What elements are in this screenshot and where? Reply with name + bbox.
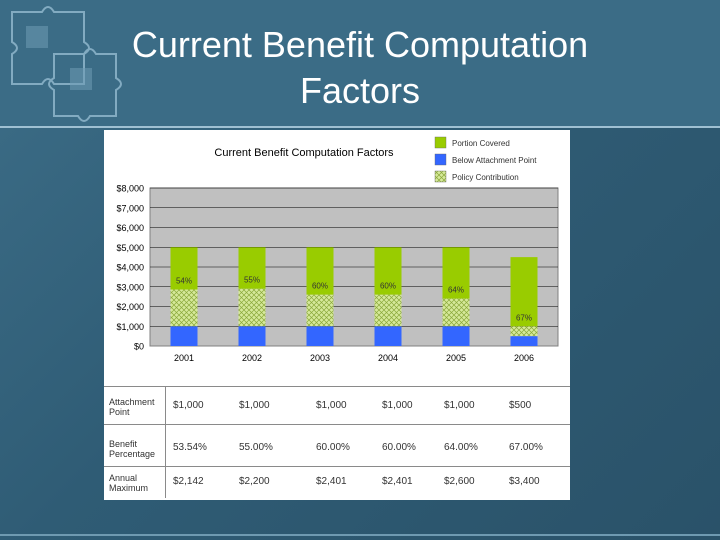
table-row-header: Benefit Percentage bbox=[109, 439, 156, 459]
bar-portion-covered bbox=[442, 247, 470, 299]
bar-portion-covered bbox=[510, 257, 538, 327]
table-cell: $2,200 bbox=[239, 476, 270, 487]
table-cell: 64.00% bbox=[444, 442, 478, 453]
bar-below-attachment-point bbox=[442, 326, 470, 346]
y-tick-label: $3,000 bbox=[116, 282, 144, 292]
y-tick-label: $7,000 bbox=[116, 203, 144, 213]
bar-portion-covered bbox=[238, 247, 266, 289]
table-header-divider bbox=[165, 386, 166, 498]
bar-policy-contribution bbox=[238, 288, 266, 327]
bar-data-label: 60% bbox=[380, 282, 396, 291]
y-tick-label: $2,000 bbox=[116, 302, 144, 312]
bar-below-attachment-point bbox=[238, 326, 266, 346]
table-row: Annual Maximum $2,142 $2,200 $2,401 $2,401 $2… bbox=[104, 466, 570, 499]
bar-policy-contribution bbox=[170, 289, 198, 327]
y-tick-label: $6,000 bbox=[116, 223, 144, 233]
bar-portion-covered bbox=[306, 247, 334, 295]
table-cell: $1,000 bbox=[382, 400, 413, 411]
table-cell: 55.00% bbox=[239, 442, 273, 453]
table-cell: 53.54% bbox=[173, 442, 207, 453]
bottom-divider bbox=[0, 534, 720, 536]
table-row: Attachment Point $1,000 $1,000 $1,000 $1,000… bbox=[104, 386, 570, 425]
x-tick-label: 2006 bbox=[514, 353, 534, 363]
legend-swatch bbox=[434, 153, 447, 166]
table-cell: $3,400 bbox=[509, 476, 540, 487]
slide-title-line-2: Factors bbox=[299, 70, 421, 111]
bar-data-label: 64% bbox=[448, 286, 464, 295]
legend-label: Below Attachment Point bbox=[452, 156, 537, 165]
chart-title: Current Benefit Computation Factors bbox=[214, 147, 394, 159]
bar-policy-contribution bbox=[510, 326, 538, 337]
table-cell: $1,000 bbox=[173, 400, 204, 411]
title-band bbox=[0, 0, 720, 126]
table-cell: $1,000 bbox=[316, 400, 347, 411]
bar-policy-contribution bbox=[374, 294, 402, 327]
legend-swatch bbox=[434, 136, 447, 149]
title-divider bbox=[0, 126, 720, 128]
y-tick-label: $5,000 bbox=[116, 243, 144, 253]
bar-portion-covered bbox=[170, 247, 198, 290]
bar-portion-covered bbox=[374, 247, 402, 295]
x-tick-label: 2003 bbox=[310, 353, 330, 363]
bar-policy-contribution bbox=[442, 298, 470, 327]
bar-below-attachment-point bbox=[510, 336, 538, 346]
bar-below-attachment-point bbox=[374, 326, 402, 346]
table-cell: $500 bbox=[509, 400, 532, 411]
legend-swatch bbox=[434, 170, 447, 183]
y-tick-label: $1,000 bbox=[116, 322, 144, 332]
chart-panel: Current Benefit Computation Factors $0 $1,… bbox=[104, 130, 570, 500]
puzzle-logo-icon bbox=[11, 6, 122, 122]
y-tick-label: $0 bbox=[134, 342, 144, 352]
slide-title-line-1: Current Benefit Computation bbox=[131, 24, 589, 65]
legend-label: Policy Contribution bbox=[452, 173, 519, 182]
legend-label: Portion Covered bbox=[452, 139, 510, 148]
table-cell: 67.00% bbox=[509, 442, 543, 453]
x-tick-label: 2005 bbox=[446, 353, 466, 363]
bar-below-attachment-point bbox=[306, 326, 334, 346]
slide-title: Current Benefit Computation Factors bbox=[90, 22, 630, 114]
table-cell: 60.00% bbox=[316, 442, 350, 453]
table-cell: 60.00% bbox=[382, 442, 416, 453]
y-tick-label: $4,000 bbox=[116, 263, 144, 273]
x-tick-label: 2001 bbox=[174, 353, 194, 363]
x-tick-label: 2002 bbox=[242, 353, 262, 363]
y-tick-label: $8,000 bbox=[116, 184, 144, 194]
table-cell: $2,401 bbox=[382, 476, 413, 487]
table-row-header: Attachment Point bbox=[109, 397, 155, 417]
table-row: Benefit Percentage 53.54% 55.00% 60.00% 60.0… bbox=[104, 424, 570, 467]
table-cell: $1,000 bbox=[444, 400, 475, 411]
bar-data-label: 54% bbox=[176, 277, 192, 286]
table-cell: $2,142 bbox=[173, 476, 204, 487]
table-row-header: Annual Maximum bbox=[109, 473, 149, 493]
table-cell: $2,401 bbox=[316, 476, 347, 487]
bar-data-label: 60% bbox=[312, 282, 328, 291]
stacked-bar-chart: Current Benefit Computation Factors $0 $1,… bbox=[116, 136, 559, 363]
bar-data-label: 55% bbox=[244, 276, 260, 285]
table-cell: $2,600 bbox=[444, 476, 475, 487]
table-cell: $1,000 bbox=[239, 400, 270, 411]
bar-data-label: 67% bbox=[516, 313, 532, 322]
x-tick-label: 2004 bbox=[378, 353, 398, 363]
bar-policy-contribution bbox=[306, 294, 334, 327]
bar-below-attachment-point bbox=[170, 326, 198, 346]
